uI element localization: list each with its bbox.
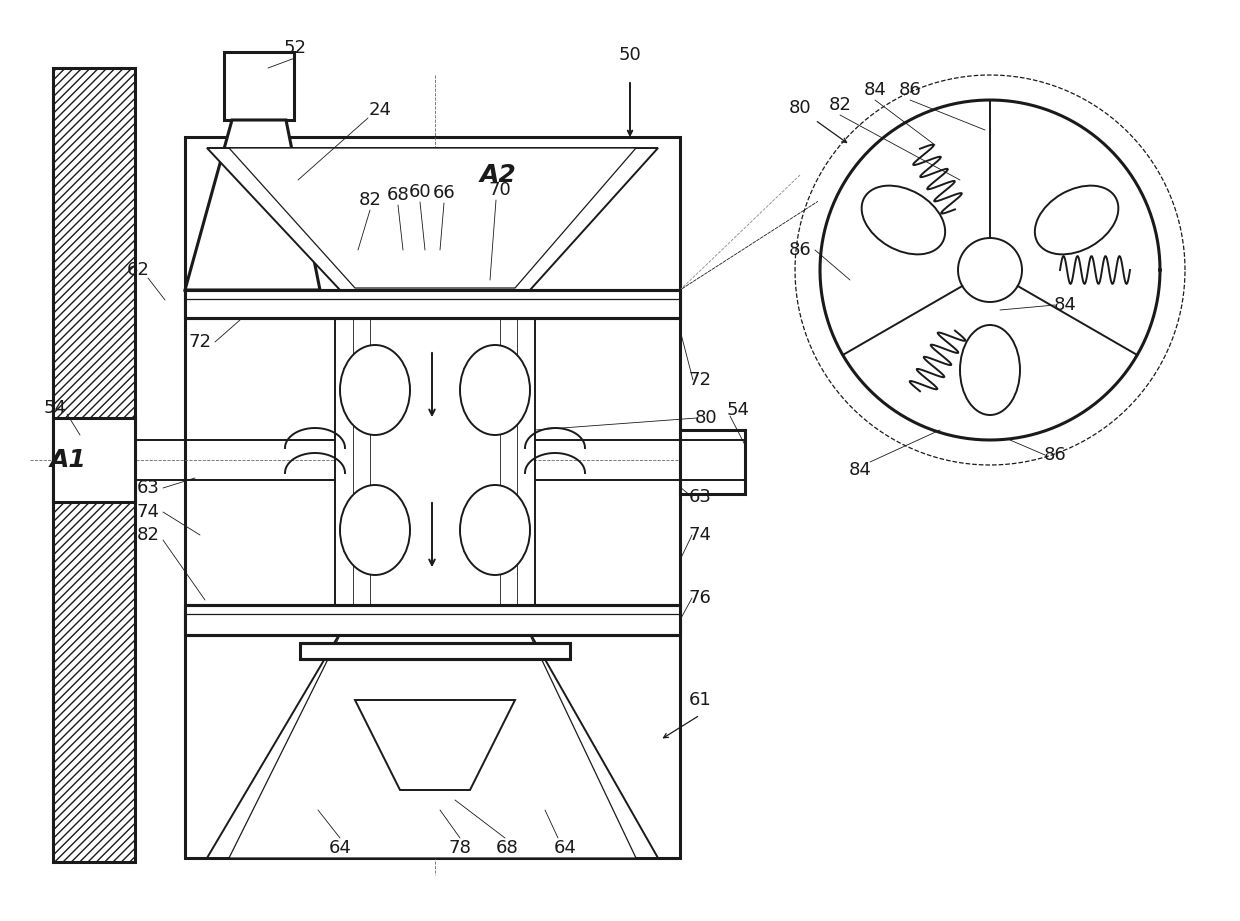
- Ellipse shape: [862, 186, 945, 254]
- Text: 66: 66: [433, 184, 455, 202]
- Text: 64: 64: [553, 839, 577, 857]
- Text: 84: 84: [1054, 296, 1076, 314]
- Text: 84: 84: [848, 461, 872, 479]
- Text: 80: 80: [789, 99, 811, 117]
- Bar: [53, 418, 135, 502]
- Text: 52: 52: [284, 39, 306, 57]
- Text: 82: 82: [136, 526, 160, 544]
- Text: 86: 86: [1044, 446, 1066, 464]
- Polygon shape: [229, 148, 636, 288]
- Bar: [300, 643, 570, 659]
- Text: A2: A2: [480, 163, 517, 187]
- Text: 68: 68: [496, 839, 518, 857]
- Text: 80: 80: [694, 409, 717, 427]
- Text: 61: 61: [688, 691, 712, 709]
- Bar: [224, 52, 294, 120]
- Text: 74: 74: [688, 526, 712, 544]
- Text: 63: 63: [136, 479, 160, 497]
- Ellipse shape: [460, 485, 529, 575]
- Text: 82: 82: [828, 96, 852, 114]
- Text: 54: 54: [727, 401, 749, 419]
- Polygon shape: [229, 635, 636, 858]
- Text: 78: 78: [449, 839, 471, 857]
- Bar: [185, 137, 680, 858]
- Polygon shape: [355, 700, 515, 790]
- Bar: [335, 318, 534, 605]
- Ellipse shape: [460, 345, 529, 435]
- Text: 63: 63: [688, 488, 712, 506]
- Bar: [680, 430, 745, 494]
- Text: 86: 86: [899, 81, 921, 99]
- Bar: [185, 290, 680, 318]
- Polygon shape: [207, 148, 658, 290]
- Ellipse shape: [340, 345, 410, 435]
- Bar: [185, 605, 680, 635]
- Polygon shape: [207, 633, 658, 858]
- Text: 72: 72: [188, 333, 212, 351]
- Text: 68: 68: [387, 186, 409, 204]
- Text: A1: A1: [50, 448, 87, 472]
- Text: 86: 86: [789, 241, 811, 259]
- Text: 76: 76: [688, 589, 712, 607]
- Text: 72: 72: [688, 371, 712, 389]
- Text: 74: 74: [136, 503, 160, 521]
- Text: 64: 64: [329, 839, 351, 857]
- Text: 60: 60: [409, 183, 432, 201]
- Text: 70: 70: [489, 181, 511, 199]
- Text: 24: 24: [368, 101, 392, 119]
- Bar: [53, 68, 135, 862]
- Ellipse shape: [1035, 186, 1118, 254]
- Text: 82: 82: [358, 191, 382, 209]
- Ellipse shape: [340, 485, 410, 575]
- Ellipse shape: [960, 325, 1021, 415]
- Text: 84: 84: [863, 81, 887, 99]
- Polygon shape: [185, 120, 320, 290]
- Text: 62: 62: [126, 261, 150, 279]
- Text: 54: 54: [43, 399, 67, 417]
- Text: 50: 50: [619, 46, 641, 64]
